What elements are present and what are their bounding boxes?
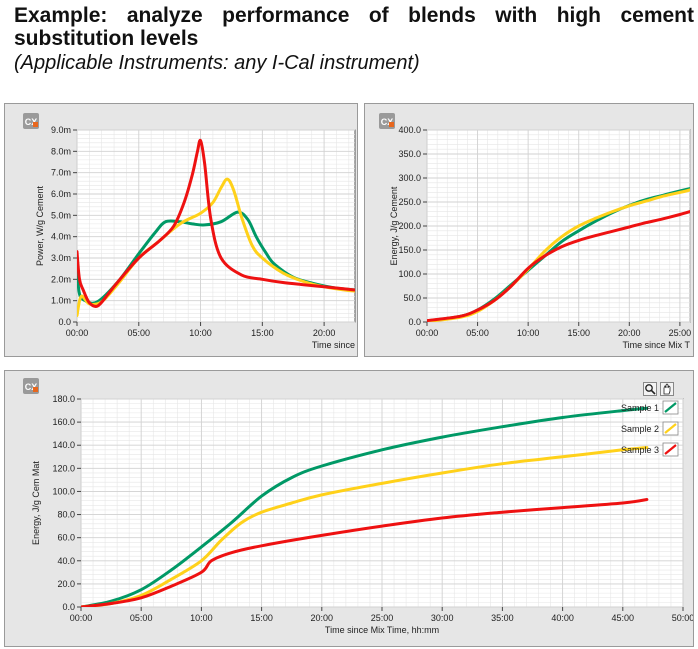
plot-area (76, 129, 356, 323)
x-axis-label: Time since Mix T (622, 340, 690, 350)
x-tick-label: 35:00 (491, 613, 514, 623)
y-tick-label: 50.0 (403, 293, 421, 303)
y-tick-label: 2.0m (51, 274, 71, 284)
x-tick-label: 25:00 (669, 328, 692, 338)
y-tick-label: 1.0m (51, 296, 71, 306)
x-tick-label: 00:00 (70, 613, 93, 623)
y-tick-label: 250.0 (398, 197, 421, 207)
x-axis-label: Time since (312, 340, 355, 350)
x-tick-label: 10:00 (189, 328, 212, 338)
series-line-3 (77, 138, 355, 308)
y-tick-label: 60.0 (57, 533, 75, 543)
y-tick-label: 9.0m (51, 125, 71, 135)
x-tick-label: 45:00 (612, 613, 635, 623)
svg-text:CX: CX (381, 117, 394, 127)
x-tick-label: 05:00 (466, 328, 489, 338)
x-tick-label: 50:00 (672, 613, 693, 623)
y-tick-label: 20.0 (57, 579, 75, 589)
x-axis-label: Time since Mix Time, hh:mm (325, 625, 439, 635)
y-axis-label: Power, W/g Cement (35, 185, 45, 266)
y-tick-label: 400.0 (398, 125, 421, 135)
y-tick-label: 150.0 (398, 245, 421, 255)
x-tick-label: 10:00 (190, 613, 213, 623)
svg-text:CX: CX (25, 382, 38, 392)
x-tick-label: 30:00 (431, 613, 454, 623)
y-tick-label: 140.0 (52, 440, 75, 450)
x-tick-label: 05:00 (128, 328, 151, 338)
x-tick-label: 00:00 (66, 328, 89, 338)
y-tick-label: 120.0 (52, 463, 75, 473)
y-tick-label: 40.0 (57, 556, 75, 566)
x-tick-label: 20:00 (313, 328, 336, 338)
calmetrix-logo-icon: CX (23, 113, 39, 129)
energy-cem-mat-chart: 0.0 20.0 40.0 60.0 80.0 100.0 120.0 140.0 160.0 1… (31, 394, 693, 635)
series-line-2 (81, 446, 649, 607)
y-tick-label: 8.0m (51, 146, 71, 156)
y-axis-label: Energy, J/g Cement (389, 186, 399, 265)
chart-panel-power: CX 0.0 1.0m 2.0m 3.0m 4.0m 5.0m 6.0m 7.0m 8.0m 9.… (4, 103, 358, 357)
x-tick-label: 40:00 (551, 613, 574, 623)
legend-label: Sample 2 (621, 424, 659, 434)
power-chart: 0.0 1.0m 2.0m 3.0m 4.0m 5.0m 6.0m 7.0m 8.0m 9.0m 0… (35, 125, 356, 350)
legend-swatch-line (664, 423, 677, 434)
y-tick-label: 80.0 (57, 510, 75, 520)
series-line-3 (81, 498, 649, 607)
y-tick-label: 200.0 (398, 221, 421, 231)
x-tick-label: 15:00 (250, 613, 273, 623)
y-axis-label: Energy, J/g Cem Mat (31, 461, 41, 545)
y-tick-label: 180.0 (52, 394, 75, 404)
legend-label: Sample 3 (621, 445, 659, 455)
y-tick-label: 4.0m (51, 232, 71, 242)
chart-panel-energy-cement: CX 0.0 50.0 100.0 150.0 200.0 250.0 300.0 350.0… (364, 103, 694, 357)
x-tick-label: 20:00 (618, 328, 641, 338)
y-tick-label: 6.0m (51, 189, 71, 199)
slide-heading: Example: analyze performance of blends w… (14, 4, 694, 75)
slide-subtitle: (Applicable Instruments: any I-Cal instr… (14, 52, 420, 74)
calmetrix-logo-icon: CX (23, 378, 39, 394)
y-tick-label: 160.0 (52, 417, 75, 427)
y-tick-label: 7.0m (51, 168, 71, 178)
svg-text:CX: CX (25, 117, 38, 127)
y-tick-label: 0.0 (58, 317, 71, 327)
y-tick-label: 0.0 (408, 317, 421, 327)
x-tick-label: 10:00 (517, 328, 540, 338)
legend-swatch-line (664, 444, 677, 455)
legend-swatch-line (664, 402, 677, 413)
y-tick-label: 100.0 (398, 269, 421, 279)
x-tick-label: 25:00 (371, 613, 394, 623)
y-tick-label: 0.0 (62, 602, 75, 612)
x-tick-label: 20:00 (311, 613, 334, 623)
slide-title: Example: analyze performance of blends w… (14, 4, 694, 50)
series-line-3 (427, 210, 690, 322)
zoom-icon[interactable] (643, 382, 657, 396)
y-tick-label: 300.0 (398, 173, 421, 183)
x-tick-label: 15:00 (567, 328, 590, 338)
x-tick-label: 05:00 (130, 613, 153, 623)
chart-panel-energy-cem-mat: CX 0.0 20.0 40.0 60.0 80.0 100.0 120.0 140.0 160… (4, 370, 694, 647)
energy-cement-chart: 0.0 50.0 100.0 150.0 200.0 250.0 300.0 350.0 400… (389, 125, 692, 350)
x-tick-label: 00:00 (416, 328, 439, 338)
series-line-1 (81, 406, 649, 607)
legend-label: Sample 1 (621, 403, 659, 413)
y-tick-label: 3.0m (51, 253, 71, 263)
pan-hand-icon[interactable] (660, 382, 674, 396)
y-tick-label: 5.0m (51, 210, 71, 220)
calmetrix-logo-icon: CX (379, 113, 395, 129)
y-tick-label: 100.0 (52, 486, 75, 496)
y-tick-label: 350.0 (398, 149, 421, 159)
x-tick-label: 15:00 (251, 328, 274, 338)
